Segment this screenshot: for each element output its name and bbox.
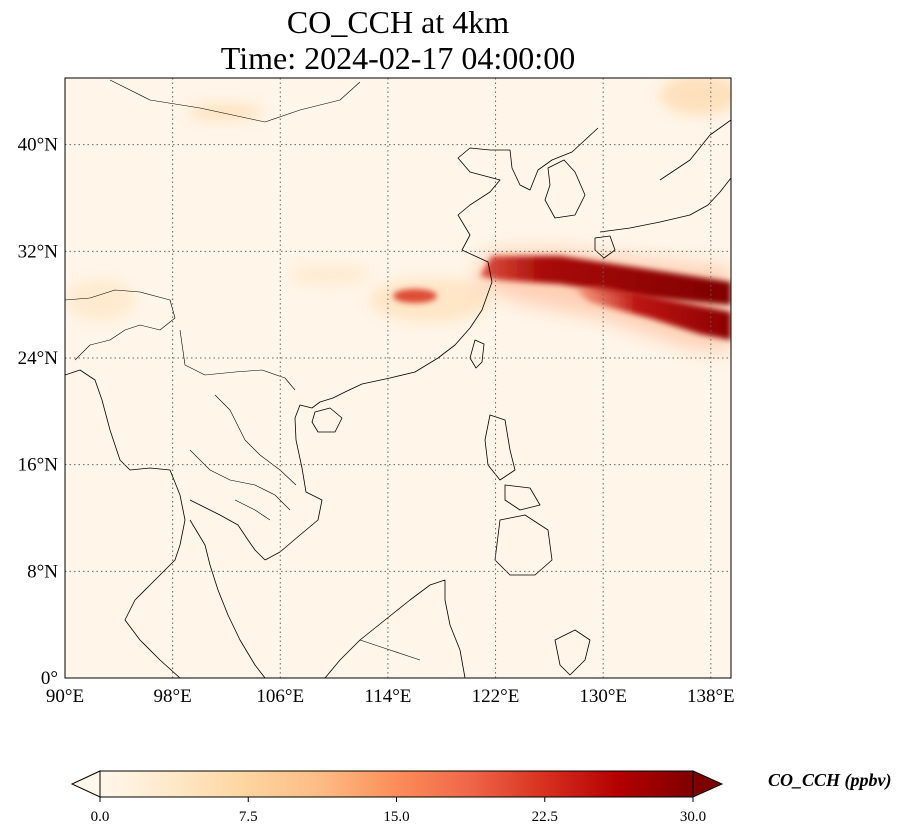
lon-tick-label: 106°E bbox=[256, 686, 304, 707]
lat-tick-label: 24°N bbox=[18, 348, 59, 369]
lat-tick-label: 40°N bbox=[18, 135, 59, 156]
coastline-hainan bbox=[311, 407, 343, 433]
map-area[interactable] bbox=[65, 75, 740, 678]
coastline-vietnam-gulf bbox=[189, 499, 266, 561]
lat-tick-label: 0° bbox=[41, 668, 58, 689]
coastline-borneo bbox=[324, 579, 466, 678]
plume-southern-band bbox=[575, 286, 731, 340]
coastline-malay bbox=[189, 519, 266, 678]
border-borneo bbox=[359, 639, 421, 661]
lon-tick-label: 122°E bbox=[472, 686, 520, 707]
coastline-mainland-sea bbox=[65, 369, 186, 678]
border-indochina-2 bbox=[189, 449, 291, 511]
plume-northern-band bbox=[480, 256, 731, 305]
coastline-sulawesi bbox=[554, 629, 591, 676]
colorbar-tick-label: 15.0 bbox=[383, 809, 409, 825]
colorbar: 0.0 7.5 15.0 22.5 30.0 bbox=[70, 770, 724, 825]
colorbar-extend-min bbox=[70, 770, 101, 798]
map-background bbox=[65, 78, 731, 678]
lon-tick-label: 98°E bbox=[154, 686, 192, 707]
colorbar-tick-label: 22.5 bbox=[532, 809, 558, 825]
lon-tick-label: 138°E bbox=[687, 686, 735, 707]
lat-tick-label: 16°N bbox=[18, 455, 59, 476]
coastline-philippines-mindanao bbox=[494, 514, 553, 576]
lon-tick-label: 114°E bbox=[364, 686, 411, 707]
colorbar-tick-label: 0.0 bbox=[91, 809, 110, 825]
border-indochina-1 bbox=[214, 394, 297, 486]
coastline-japan bbox=[599, 177, 731, 233]
colorbar-bar bbox=[99, 770, 694, 798]
coastline-korea bbox=[544, 159, 586, 219]
border-north bbox=[109, 79, 361, 123]
border-southwest bbox=[179, 329, 296, 391]
border-indochina-3 bbox=[234, 499, 271, 521]
colorbar-extend-max bbox=[692, 770, 724, 798]
coastline-japan-east bbox=[659, 119, 731, 181]
plume-inland-patch bbox=[393, 289, 437, 303]
coastlines bbox=[65, 119, 731, 678]
coastline-philippines-luzon bbox=[484, 414, 516, 481]
map-frame bbox=[64, 77, 732, 679]
colorbar-tick-label: 30.0 bbox=[680, 809, 706, 825]
border-west bbox=[65, 289, 176, 361]
colorbar-ticks: 0.0 7.5 15.0 22.5 30.0 bbox=[91, 797, 706, 825]
coastline-china bbox=[264, 249, 493, 561]
lon-tick-label: 90°E bbox=[46, 686, 84, 707]
lat-tick-label: 8°N bbox=[27, 561, 58, 582]
colorbar-tick-label: 7.5 bbox=[239, 809, 258, 825]
gridlines bbox=[65, 78, 731, 678]
latitude-ticks: 0° 8°N 16°N 24°N 32°N 40°N bbox=[18, 135, 59, 689]
coastline-philippines-visayas bbox=[504, 484, 541, 511]
coastline-bohai bbox=[457, 127, 599, 251]
country-borders bbox=[65, 79, 421, 661]
longitude-ticks: 90°E 98°E 106°E 114°E 122°E 130°E 138°E bbox=[46, 686, 735, 707]
coastline-taiwan bbox=[469, 339, 485, 369]
lat-tick-label: 32°N bbox=[18, 241, 59, 262]
lon-tick-label: 130°E bbox=[579, 686, 627, 707]
map-title: CO_CCH at 4km bbox=[286, 4, 510, 40]
coastline-japan-kyushu bbox=[594, 235, 616, 259]
co-plume bbox=[393, 250, 731, 352]
map-subtitle-time: Time: 2024-02-17 04:00:00 bbox=[220, 40, 576, 76]
colorbar-label: CO_CCH (ppbv) bbox=[768, 770, 892, 790]
